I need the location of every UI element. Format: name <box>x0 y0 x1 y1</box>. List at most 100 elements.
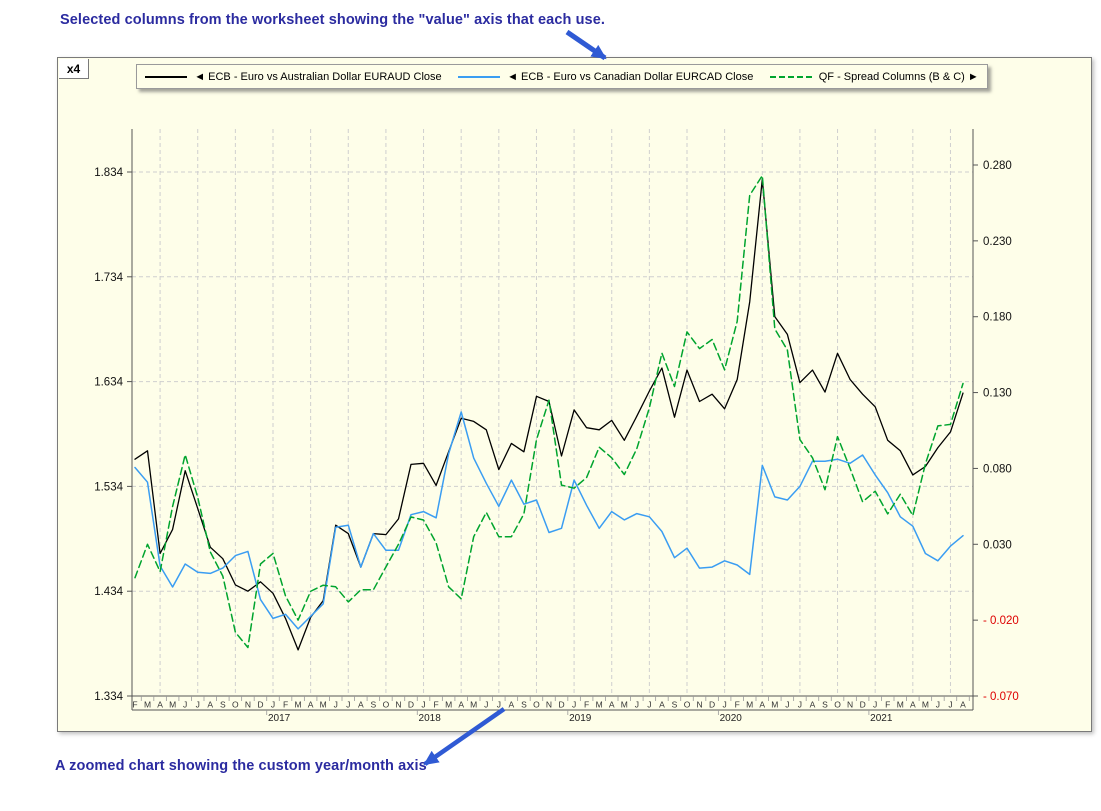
legend-label-euraud: ◄ ECB - Euro vs Australian Dollar EURAUD… <box>194 70 442 83</box>
year-tick-label: 2017 <box>268 713 291 724</box>
year-axis: 2017 2018 2019 2020 2021 <box>266 710 893 724</box>
month-tick-label: S <box>672 700 678 710</box>
right-axis-tick-label: 0.280 <box>983 160 1012 172</box>
month-tick-label: A <box>759 700 765 710</box>
month-tick-label: M <box>596 700 603 710</box>
month-tick-label: M <box>169 700 176 710</box>
series-eurcad <box>134 411 964 630</box>
month-tick-label: M <box>771 700 778 710</box>
month-tick-label: J <box>647 700 651 710</box>
bottom-annotation-text: A zoomed chart showing the custom year/m… <box>55 758 427 774</box>
legend-item-eurcad[interactable]: ◄ ECB - Euro vs Canadian Dollar EURCAD C… <box>458 71 753 83</box>
month-tick-label: D <box>709 700 715 710</box>
eurcad-line-sample <box>458 75 501 78</box>
chart-legend: ◄ ECB - Euro vs Australian Dollar EURAUD… <box>136 64 988 89</box>
year-tick-label: 2021 <box>870 713 893 724</box>
year-tick-label: 2019 <box>569 713 592 724</box>
right-axis-tick-label: - 0.020 <box>983 615 1019 627</box>
month-tick-label: A <box>659 700 665 710</box>
month-tick-label: J <box>572 700 576 710</box>
month-tick-label: J <box>635 700 639 710</box>
left-axis-tick-label: 1.634 <box>94 377 123 389</box>
month-tick-label: J <box>948 700 952 710</box>
month-tick-label: O <box>834 700 841 710</box>
right-axis-tick-label: 0.230 <box>983 236 1012 248</box>
chart-panel: x4 ◄ ECB - Euro vs Australian Dollar EUR… <box>57 57 1092 732</box>
month-tick-label: J <box>421 700 425 710</box>
axes <box>131 129 974 711</box>
month-tick-label: F <box>584 700 589 710</box>
month-tick-label: M <box>621 700 628 710</box>
left-axis-tick-label: 1.334 <box>94 691 123 703</box>
left-axis-tick-label: 1.434 <box>94 586 123 598</box>
month-tick-label: F <box>283 700 288 710</box>
right-axis-tick-label: 0.180 <box>983 312 1012 324</box>
price-chart: 1.834 1.734 1.634 1.534 1.434 1.334 0.280 0.230… <box>94 129 1019 724</box>
month-tick-label: J <box>785 700 789 710</box>
series-spread <box>134 174 964 649</box>
month-tick-label: N <box>395 700 401 710</box>
month-tick-label: N <box>847 700 853 710</box>
left-axis-tick-label: 1.534 <box>94 481 123 493</box>
month-tick-label: J <box>497 700 501 710</box>
month-tick-label: S <box>371 700 377 710</box>
month-tick-label: J <box>271 700 275 710</box>
right-axis-tick-label: - 0.070 <box>983 691 1019 703</box>
month-tick-label: A <box>609 700 615 710</box>
month-tick-label: J <box>936 700 940 710</box>
series-euraud <box>134 178 964 651</box>
month-tick-label: A <box>308 700 314 710</box>
gridlines <box>132 129 973 696</box>
month-tick-label: O <box>533 700 540 710</box>
month-tick-label: J <box>723 700 727 710</box>
left-axis-tick-label: 1.834 <box>94 167 123 179</box>
month-tick-label: A <box>509 700 515 710</box>
legend-label-eurcad: ◄ ECB - Euro vs Canadian Dollar EURCAD C… <box>507 70 754 83</box>
euraud-line-sample <box>145 75 188 78</box>
spread-line-sample <box>769 75 812 78</box>
month-tick-label: N <box>245 700 251 710</box>
month-tick-label: F <box>433 700 438 710</box>
month-tick-label: J <box>346 700 350 710</box>
month-tick-label: M <box>470 700 477 710</box>
month-tick-label: O <box>232 700 239 710</box>
month-tick-label: M <box>445 700 452 710</box>
month-tick-label: O <box>383 700 390 710</box>
legend-item-euraud[interactable]: ◄ ECB - Euro vs Australian Dollar EURAUD… <box>145 70 442 83</box>
month-tick-label: A <box>157 700 163 710</box>
month-tick-label: J <box>873 700 877 710</box>
month-tick-label: D <box>558 700 564 710</box>
month-tick-label: F <box>735 700 740 710</box>
zoom-multiplier-badge: x4 <box>59 59 89 79</box>
month-tick-label: S <box>521 700 527 710</box>
month-tick-label: M <box>746 700 753 710</box>
legend-label-spread: QF - Spread Columns (B & C) ► <box>818 70 979 83</box>
month-tick-label: S <box>220 700 226 710</box>
month-tick-label: J <box>183 700 187 710</box>
right-axis-tick-label: 0.030 <box>983 539 1012 551</box>
month-tick-label: S <box>822 700 828 710</box>
year-tick-label: 2018 <box>419 713 442 724</box>
month-tick-label: J <box>484 700 488 710</box>
month-tick-label: M <box>295 700 302 710</box>
right-axis-tick-label: 0.130 <box>983 388 1012 400</box>
month-tick-label: D <box>408 700 414 710</box>
month-tick-label: J <box>334 700 338 710</box>
month-tick-label: O <box>684 700 691 710</box>
month-tick-label: A <box>910 700 916 710</box>
month-tick-label: A <box>960 700 966 710</box>
month-tick-label: A <box>810 700 816 710</box>
month-tick-label: M <box>897 700 904 710</box>
arrow-to-legend <box>565 29 607 61</box>
month-tick-label: J <box>196 700 200 710</box>
month-tick-label: J <box>798 700 802 710</box>
month-tick-label: A <box>458 700 464 710</box>
month-tick-label: D <box>860 700 866 710</box>
legend-item-spread[interactable]: QF - Spread Columns (B & C) ► <box>769 70 979 83</box>
top-annotation-text: Selected columns from the worksheet show… <box>60 12 606 28</box>
month-tick-label: F <box>885 700 890 710</box>
month-tick-label: A <box>358 700 364 710</box>
month-tick-label: D <box>257 700 263 710</box>
